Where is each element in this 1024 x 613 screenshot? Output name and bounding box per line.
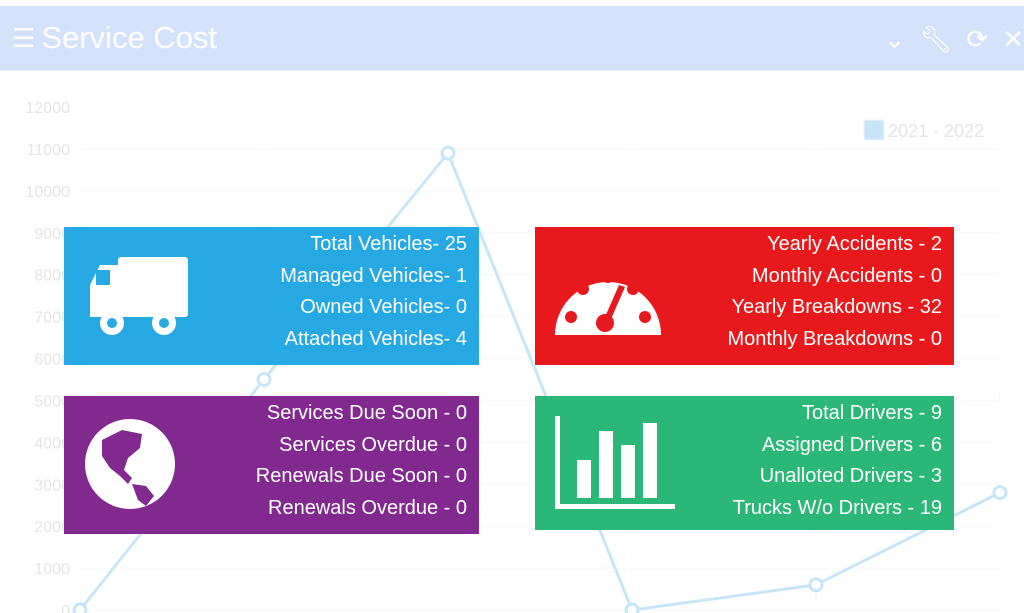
card-line: Assigned Drivers - 6 bbox=[761, 433, 942, 456]
data-point[interactable] bbox=[72, 602, 88, 613]
y-tick-label: 7000 bbox=[34, 310, 70, 327]
accidents-card[interactable]: Yearly Accidents - 2 Monthly Accidents - … bbox=[535, 227, 954, 365]
data-point[interactable] bbox=[992, 485, 1008, 501]
card-line: Yearly Breakdowns - 32 bbox=[731, 296, 943, 318]
card-line: Renewals Overdue - 0 bbox=[268, 496, 467, 519]
y-tick-label: 12000 bbox=[26, 100, 71, 117]
y-tick-label: 0 bbox=[61, 603, 70, 613]
menu-icon[interactable]: ☰ bbox=[12, 22, 36, 53]
card-line: Total Drivers - 9 bbox=[801, 402, 942, 424]
legend-label[interactable]: 2021 - 2022 bbox=[888, 121, 984, 141]
data-point[interactable] bbox=[440, 145, 456, 161]
series-line bbox=[78, 150, 1001, 612]
y-tick-label: 3000 bbox=[34, 477, 70, 494]
card-line: Owned Vehicles- 0 bbox=[300, 296, 467, 318]
services-card[interactable]: Services Due Soon - 0 Services Overdue - … bbox=[64, 396, 479, 534]
y-tick-label: 11000 bbox=[27, 142, 70, 159]
card-line: Total Vehicles- 25 bbox=[310, 233, 467, 255]
globe-icon bbox=[85, 419, 175, 509]
y-tick-label: 6000 bbox=[34, 352, 70, 369]
y-tick-label: 1000 bbox=[34, 561, 70, 578]
legend-swatch bbox=[863, 119, 885, 141]
card-line: Unalloted Drivers - 3 bbox=[759, 465, 942, 487]
y-tick-label: 2000 bbox=[34, 519, 70, 536]
y-tick-label: 4000 bbox=[34, 435, 70, 452]
data-point[interactable] bbox=[808, 577, 824, 593]
card-line: Renewals Due Soon - 0 bbox=[255, 465, 467, 487]
truck-icon bbox=[90, 257, 188, 335]
card-line: Monthly Accidents - 0 bbox=[751, 264, 942, 287]
wrench-icon[interactable]: 🔧︎ bbox=[919, 24, 953, 54]
card-line: Monthly Breakdowns - 0 bbox=[727, 327, 942, 350]
card-line: Yearly Accidents - 2 bbox=[767, 233, 942, 255]
y-tick-label: 9000 bbox=[34, 226, 70, 243]
data-point[interactable] bbox=[624, 602, 640, 613]
bar-chart-icon bbox=[555, 416, 675, 509]
card-line: Attached Vehicles- 4 bbox=[284, 327, 467, 350]
close-icon[interactable]: ✕ bbox=[1002, 24, 1024, 54]
card-line: Services Due Soon - 0 bbox=[266, 402, 467, 424]
card-line: Services Overdue - 0 bbox=[279, 433, 467, 456]
y-tick-label: 10000 bbox=[26, 184, 71, 201]
speedometer-icon bbox=[555, 271, 661, 335]
panel-header: ☰ Service Cost ⌄ 🔧︎ ⟳ ✕ bbox=[0, 6, 1024, 71]
chevron-down-icon[interactable]: ⌄ bbox=[883, 24, 906, 54]
card-line: Trucks W/o Drivers - 19 bbox=[732, 496, 942, 519]
y-tick-label: 5000 bbox=[34, 393, 70, 410]
vehicles-card[interactable]: Total Vehicles- 25 Managed Vehicles- 1 Own… bbox=[64, 227, 479, 365]
refresh-icon[interactable]: ⟳ bbox=[966, 24, 989, 54]
panel-title: Service Cost bbox=[41, 20, 218, 55]
data-point[interactable] bbox=[256, 371, 272, 387]
card-line: Managed Vehicles- 1 bbox=[280, 264, 467, 287]
drivers-card[interactable]: Total Drivers - 9 Assigned Drivers - 6 Una… bbox=[535, 396, 954, 530]
y-tick-label: 8000 bbox=[34, 268, 70, 285]
